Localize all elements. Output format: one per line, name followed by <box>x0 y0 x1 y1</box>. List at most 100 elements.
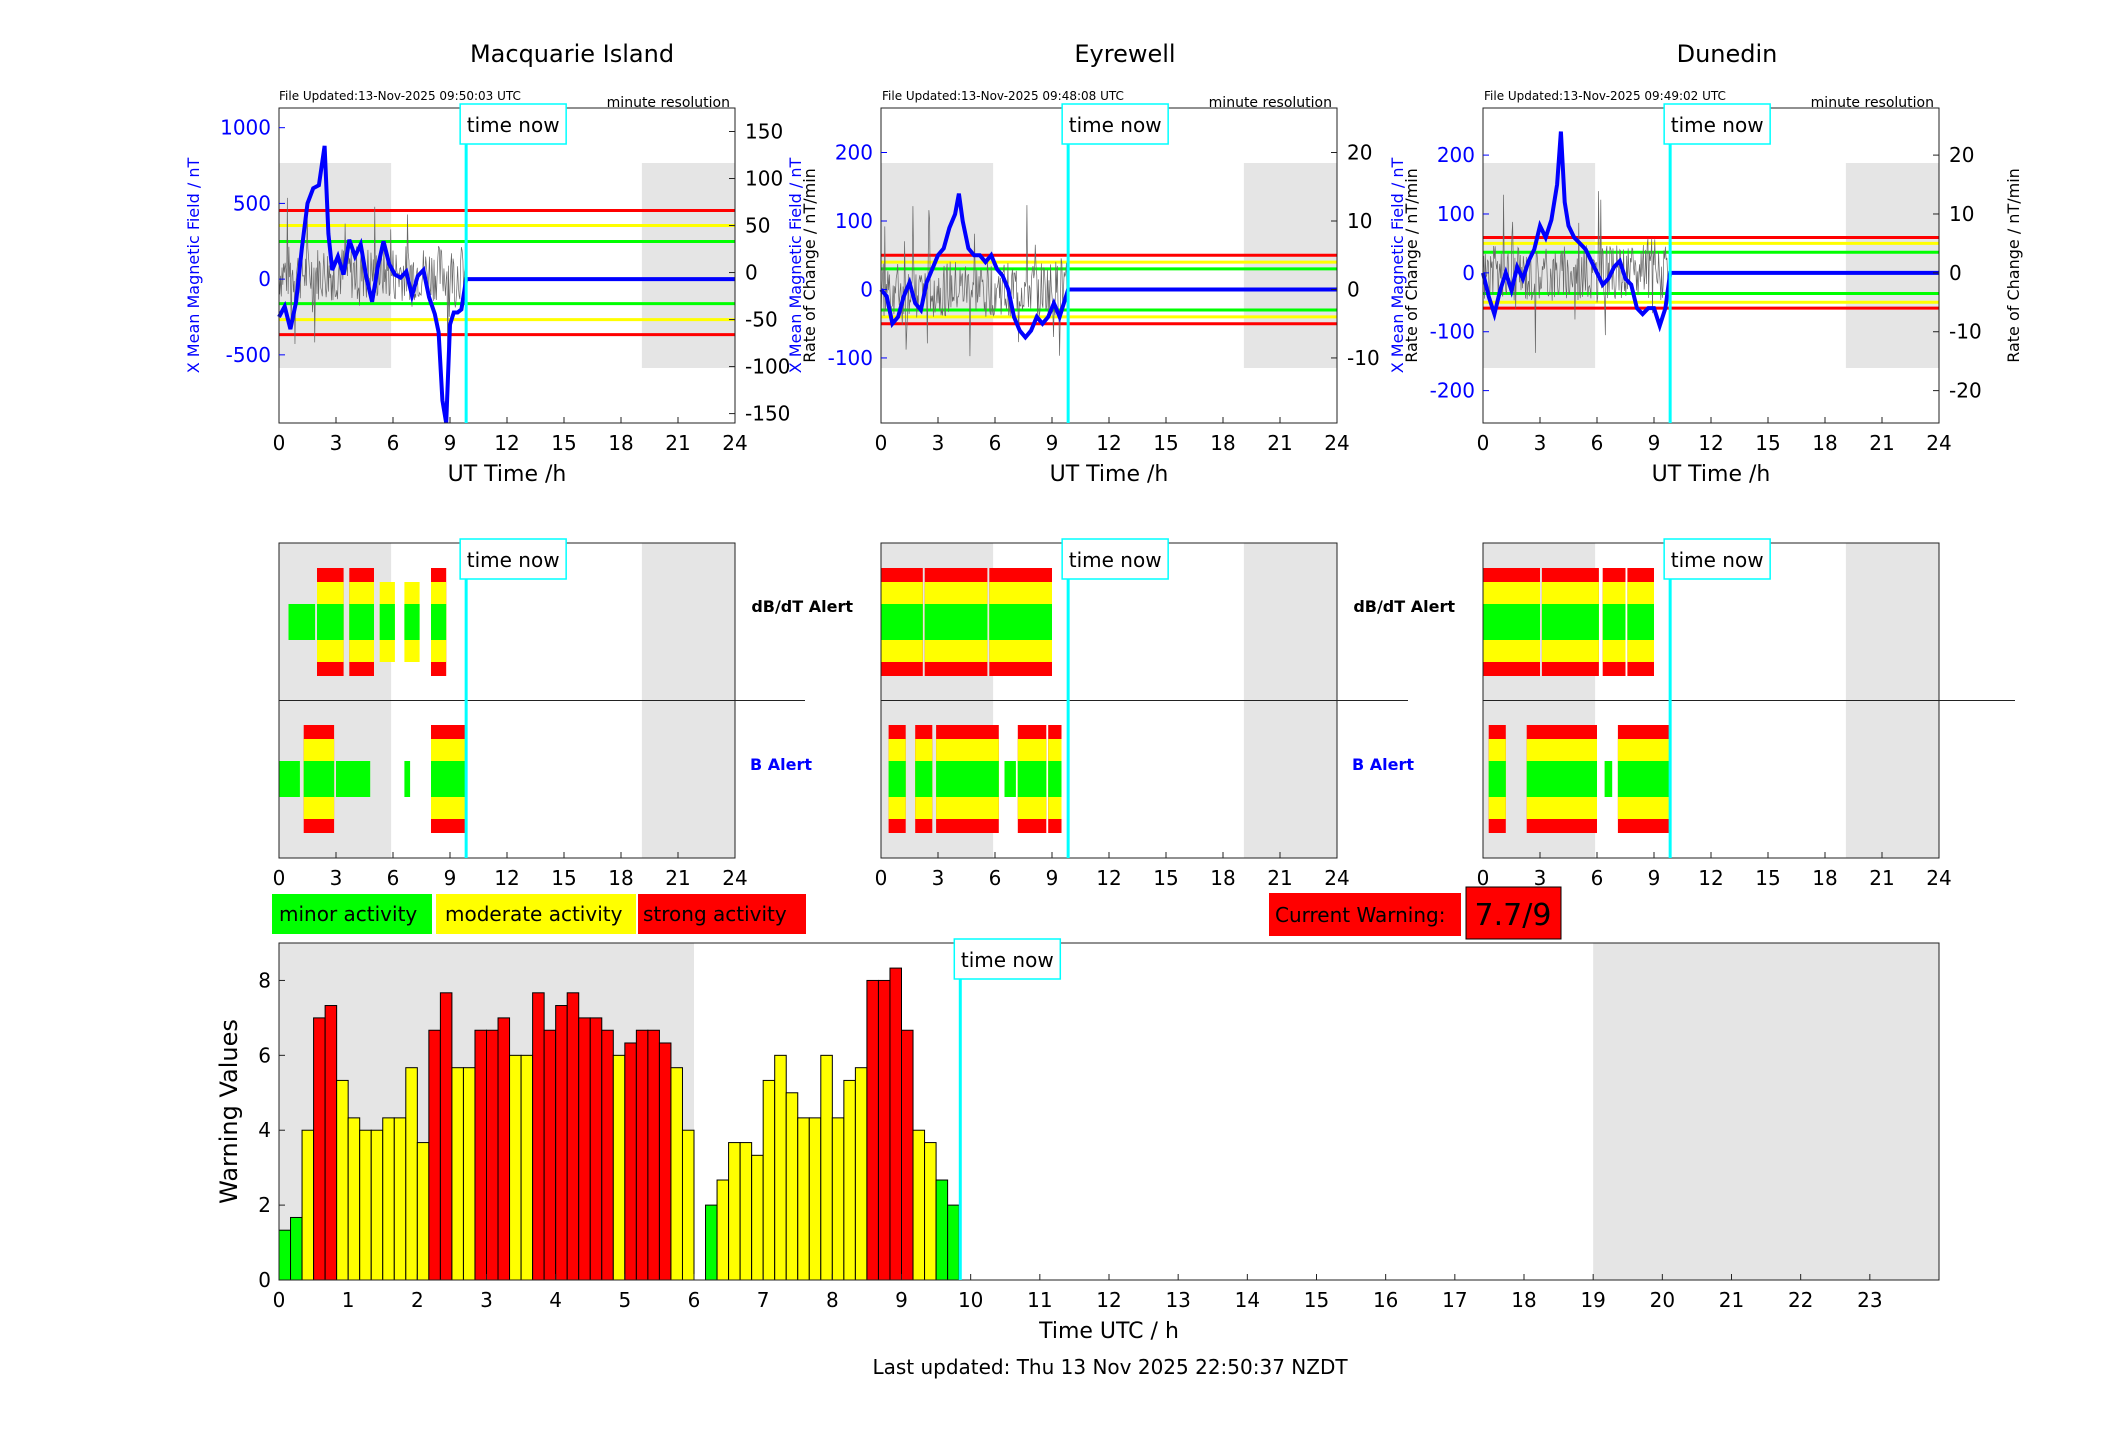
x-tick-label: 19 <box>1580 1288 1605 1312</box>
warning-bar <box>947 1204 960 1281</box>
y-tick-label: 8 <box>258 968 271 992</box>
x-tick-label: 18 <box>1812 866 1837 890</box>
y-left-axis-label: X Mean Magnetic Field / nT <box>1388 158 1407 374</box>
warning-bar <box>797 1117 810 1281</box>
eyrewell-alert-panel: time now 0 3 6 9 12 15 18 21 24 <box>875 538 1408 890</box>
x-tick-label: 9 <box>444 431 457 455</box>
x-tick-label: 15 <box>1755 431 1780 455</box>
time-now-box <box>1663 538 1771 580</box>
time-now-label: time now <box>1069 548 1162 572</box>
time-now-box <box>459 538 567 580</box>
y-right-tick-label: -20 <box>1949 379 1982 403</box>
warning-bar <box>497 1017 511 1281</box>
warning-bar <box>405 1067 418 1281</box>
warning-bar <box>451 1067 464 1281</box>
dbdt-minor-block-0 <box>1483 604 1540 640</box>
x-tick-label: 1 <box>342 1288 355 1312</box>
time-now-box <box>953 938 1062 980</box>
y-right-tick-label: 0 <box>745 261 758 285</box>
current-warning-value: 7.7/9 <box>1475 898 1552 933</box>
y-right-tick-label: 50 <box>745 214 770 238</box>
time-now-label: time now <box>961 948 1054 972</box>
x-tick-label: 3 <box>1534 431 1547 455</box>
macquarie-resolution: minute resolution <box>607 95 730 111</box>
b-minor-block-1 <box>1526 761 1597 797</box>
warning-bar <box>313 1017 326 1281</box>
warning-bar <box>635 1029 649 1281</box>
x-tick-label: 9 <box>1648 431 1661 455</box>
y-tick-label: 4 <box>258 1118 271 1142</box>
x-tick-label: 13 <box>1165 1288 1190 1312</box>
warning-bar <box>774 1054 787 1281</box>
x-tick-label: 6 <box>989 866 1002 890</box>
eyrewell-resolution: minute resolution <box>1209 95 1332 111</box>
x-tick-label: 18 <box>608 431 633 455</box>
x-tick-label: 12 <box>1096 431 1121 455</box>
warning-bar <box>416 1142 430 1281</box>
b-minor-block-2 <box>936 761 999 797</box>
x-tick-label: 21 <box>1719 1288 1744 1312</box>
x-tick-label: 3 <box>330 431 343 455</box>
x-tick-label: 21 <box>1869 431 1894 455</box>
x-tick-label: 12 <box>1096 1288 1121 1312</box>
y-left-tick-label: -200 <box>1430 379 1475 403</box>
x-tick-label: 8 <box>826 1288 839 1312</box>
legend-moderate-swatch <box>436 894 636 934</box>
x-tick-label: 15 <box>1755 866 1780 890</box>
x-tick-label: 18 <box>608 866 633 890</box>
x-axis-label: Time UTC / h <box>1038 1319 1179 1344</box>
field-line <box>879 193 1337 341</box>
y-right-tick-label: 100 <box>745 167 783 191</box>
b-minor-block-0 <box>888 761 906 797</box>
x-tick-label: 14 <box>1235 1288 1260 1312</box>
warning-bar <box>324 1005 338 1281</box>
time-now-box <box>459 103 567 145</box>
warning-bar <box>924 1142 937 1281</box>
x-axis-label: UT Time /h <box>1652 462 1771 487</box>
x-tick-label: 24 <box>1926 866 1951 890</box>
y-right-tick-label: 0 <box>1347 277 1360 301</box>
warning-bar <box>808 1117 822 1281</box>
rate-of-change-line <box>1482 191 1671 353</box>
x-tick-label: 24 <box>1324 866 1349 890</box>
x-tick-label: 18 <box>1812 431 1837 455</box>
x-tick-label: 17 <box>1442 1288 1467 1312</box>
warning-bar <box>301 1129 315 1281</box>
macquarie-title: Macquarie Island <box>470 40 674 68</box>
warning-bar <box>728 1142 741 1281</box>
x-tick-label: 15 <box>551 866 576 890</box>
warning-bar <box>589 1017 603 1281</box>
y-tick-label: 0 <box>258 1268 271 1292</box>
warning-bar <box>866 979 879 1281</box>
y-right-tick-label: 10 <box>1347 209 1372 233</box>
x-tick-label: 21 <box>1267 866 1292 890</box>
x-tick-label: 6 <box>1591 866 1604 890</box>
x-tick-label: 23 <box>1857 1288 1882 1312</box>
warning-bar <box>486 1029 499 1281</box>
rate-of-change-line <box>278 197 467 357</box>
dunedin-resolution: minute resolution <box>1811 95 1934 111</box>
x-tick-label: 24 <box>1324 431 1349 455</box>
warning-bar <box>278 1229 292 1281</box>
x-tick-label: 6 <box>688 1288 701 1312</box>
x-tick-label: 21 <box>665 431 690 455</box>
x-axis-label: UT Time /h <box>448 462 567 487</box>
warning-bar <box>705 1204 718 1281</box>
x-tick-label: 7 <box>757 1288 770 1312</box>
y-left-axis-label: X Mean Magnetic Field / nT <box>184 158 203 374</box>
y-left-tick-label: 200 <box>835 141 873 165</box>
warning-bar <box>820 1054 833 1281</box>
time-now-box <box>1061 103 1169 145</box>
warning-bar <box>877 979 891 1281</box>
dunedin-alert-panel: time now 0 3 6 9 12 15 18 21 24 <box>1477 538 2015 890</box>
x-tick-label: 4 <box>549 1288 562 1312</box>
warning-bar <box>831 1117 845 1281</box>
warning-bar <box>843 1079 856 1281</box>
x-tick-label: 15 <box>1153 866 1178 890</box>
warning-bar <box>624 1042 637 1281</box>
x-tick-label: 15 <box>551 431 576 455</box>
x-tick-label: 24 <box>722 866 747 890</box>
y-left-tick-label: 200 <box>1437 143 1475 167</box>
warning-bar <box>716 1179 730 1281</box>
x-tick-label: 21 <box>1267 431 1292 455</box>
